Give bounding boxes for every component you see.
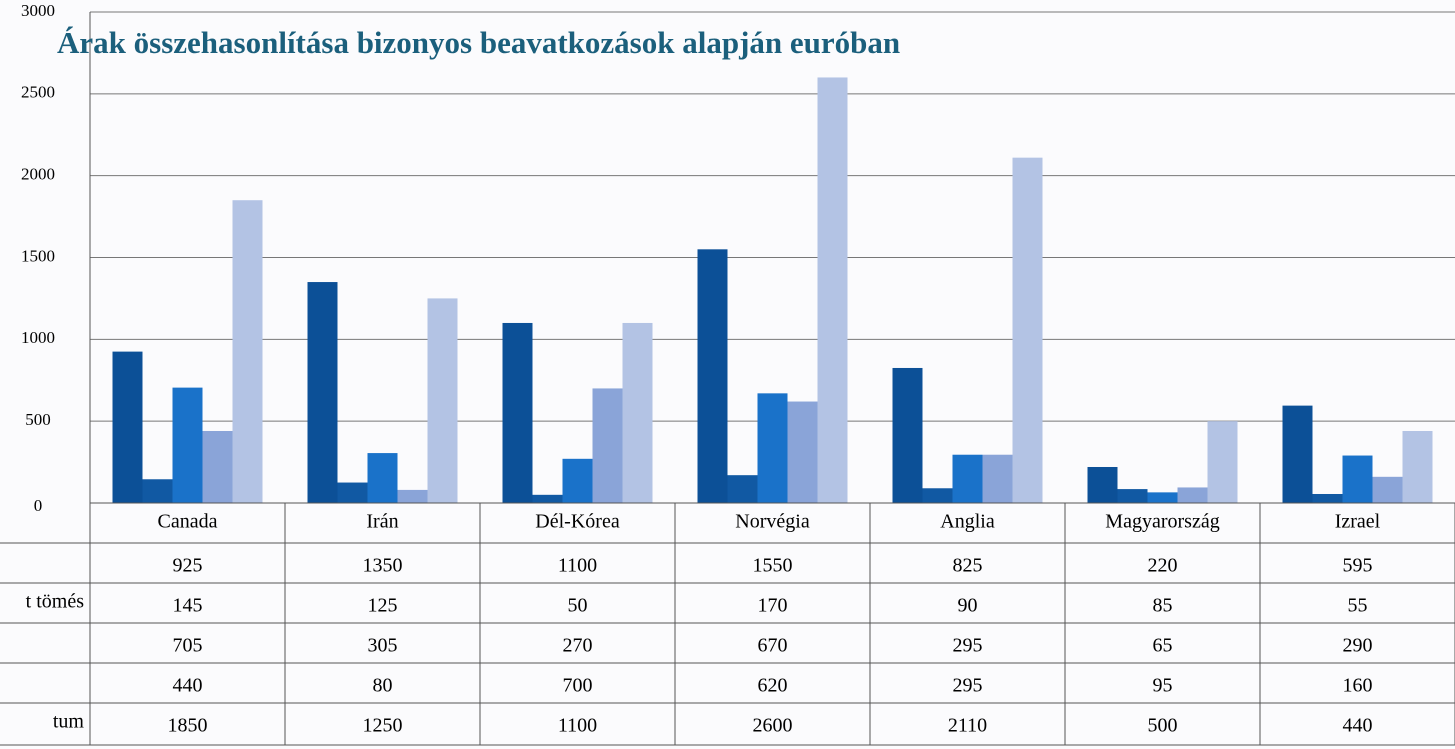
table-value: 1100: [558, 555, 597, 577]
table-value: 90: [958, 595, 978, 617]
bar: [982, 454, 1013, 503]
bar: [1207, 421, 1238, 503]
table-value: 825: [953, 555, 983, 577]
bar: [1087, 466, 1118, 503]
bar: [787, 401, 818, 503]
bar: [307, 282, 338, 503]
table-value: 1550: [753, 555, 793, 577]
table-value: 295: [953, 635, 983, 657]
x-tick-label: Dél-Kórea: [535, 511, 620, 533]
table-value: 50: [568, 595, 588, 617]
bar: [1282, 405, 1313, 503]
bar: [397, 489, 428, 503]
table-value: 170: [758, 595, 788, 617]
table-value: 305: [368, 635, 398, 657]
bar: [727, 475, 758, 503]
table-value: 2600: [753, 715, 793, 737]
bar: [562, 458, 593, 503]
table-value: 220: [1148, 555, 1178, 577]
y-tick-label: 1000: [21, 328, 55, 347]
bar: [232, 200, 263, 503]
y-tick-label: 0: [34, 496, 43, 515]
table-value: 705: [173, 635, 203, 657]
y-tick-label: 2500: [21, 83, 55, 102]
bar: [202, 430, 233, 503]
x-tick-label: Norvégia: [735, 511, 810, 533]
legend-label: t tömés: [26, 591, 85, 613]
y-tick-label: 2000: [21, 165, 55, 184]
table-value: 925: [173, 555, 203, 577]
bar: [1372, 476, 1403, 503]
bar: [172, 387, 203, 503]
legend-label: tum: [53, 711, 85, 733]
bar: [622, 322, 653, 503]
table-value: 80: [373, 675, 393, 697]
bar: [1312, 493, 1343, 503]
x-tick-label: Izrael: [1335, 511, 1381, 533]
y-tick-label: 500: [25, 410, 51, 429]
table-value: 125: [368, 595, 398, 617]
x-tick-label: Magyarország: [1105, 511, 1219, 533]
x-tick-label: Irán: [366, 511, 398, 533]
bar: [892, 367, 923, 503]
table-value: 55: [1348, 595, 1368, 617]
bar: [502, 322, 533, 503]
bar: [142, 479, 173, 503]
y-tick-label: 3000: [21, 1, 55, 20]
table-value: 1250: [363, 715, 403, 737]
bar: [367, 453, 398, 503]
chart-title: Árak összehasonlítása bizonyos beavatkoz…: [57, 25, 900, 60]
bar: [532, 494, 563, 503]
bar: [817, 77, 848, 503]
bar: [697, 249, 728, 503]
table-value: 95: [1153, 675, 1173, 697]
table-value: 160: [1343, 675, 1373, 697]
table-value: 2110: [948, 715, 987, 737]
table-value: 1350: [363, 555, 403, 577]
table-value: 65: [1153, 635, 1173, 657]
table-value: 440: [1343, 715, 1373, 737]
table-value: 440: [173, 675, 203, 697]
table-value: 1100: [558, 715, 597, 737]
table-value: 500: [1148, 715, 1178, 737]
bar: [592, 388, 623, 503]
table-value: 145: [173, 595, 203, 617]
bar: [757, 393, 788, 503]
bar: [1177, 487, 1208, 503]
table-value: 700: [563, 675, 593, 697]
table-value: 670: [758, 635, 788, 657]
x-tick-label: Canada: [158, 511, 218, 533]
bar: [922, 488, 953, 503]
table-value: 595: [1343, 555, 1373, 577]
table-value: 270: [563, 635, 593, 657]
bar: [427, 298, 458, 503]
bar: [1402, 430, 1433, 503]
bar: [1342, 455, 1373, 503]
table-value: 295: [953, 675, 983, 697]
table-value: 85: [1153, 595, 1173, 617]
table-value: 1850: [168, 715, 208, 737]
x-tick-label: Anglia: [940, 511, 995, 533]
bar: [1147, 492, 1178, 503]
bar: [1117, 489, 1148, 503]
y-tick-label: 1500: [21, 246, 55, 265]
table-value: 290: [1343, 635, 1373, 657]
bar: [952, 454, 983, 503]
bar: [112, 351, 143, 503]
bar: [1012, 157, 1043, 503]
table-value: 620: [758, 675, 788, 697]
bar: [337, 482, 368, 503]
